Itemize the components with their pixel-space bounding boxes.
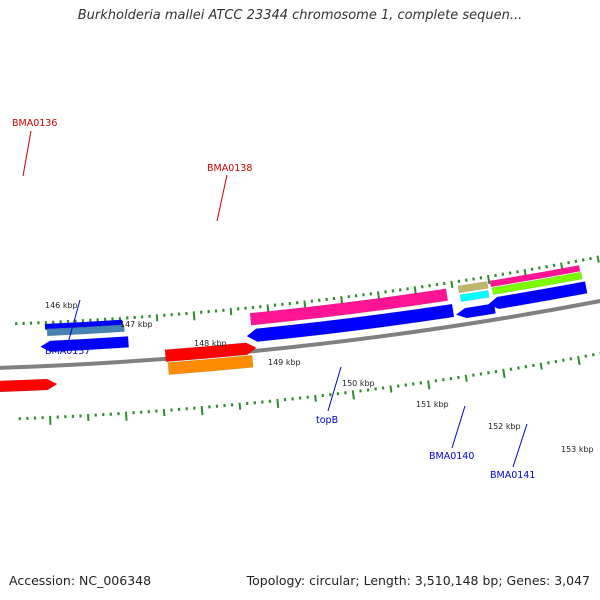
outer-tick xyxy=(464,374,468,382)
leader-line xyxy=(67,299,81,344)
outer-tick xyxy=(569,357,573,361)
outer-tick xyxy=(162,408,166,417)
bma0141-green-feature xyxy=(491,271,583,295)
outer-tick xyxy=(502,368,506,378)
inner-tick xyxy=(376,291,380,299)
inner-tick xyxy=(552,263,556,268)
outer-tick xyxy=(238,402,242,410)
tick-label: 152 kbp xyxy=(488,422,521,431)
gene-label[interactable]: BMA0138 xyxy=(207,163,252,174)
inner-tick xyxy=(303,300,307,308)
outer-tick xyxy=(577,355,581,366)
tick-label: 147 kbp xyxy=(120,320,153,329)
bma0137-gene xyxy=(39,336,130,353)
topb-pink-feature xyxy=(249,288,449,326)
outer-tick xyxy=(427,380,431,390)
outer-tick xyxy=(547,361,550,365)
outer-tick xyxy=(389,385,393,393)
gene-label[interactable]: BMA0141 xyxy=(490,470,535,481)
backbone-line xyxy=(0,299,600,370)
inner-tick xyxy=(192,311,196,321)
gene-label[interactable]: topB xyxy=(316,415,338,426)
outer-tick xyxy=(584,354,588,358)
tick-label: 149 kbp xyxy=(268,358,301,367)
bma0137-blue-feature xyxy=(44,319,123,330)
inner-tick xyxy=(596,255,600,263)
topb-gene xyxy=(246,303,455,342)
gene-label[interactable]: BMA0136 xyxy=(12,118,57,129)
tick-label: 150 kbp xyxy=(342,379,375,388)
bma0140-gene xyxy=(455,303,496,319)
outer-tick xyxy=(591,353,595,357)
gene-label[interactable]: BMA0137 xyxy=(45,346,90,357)
leader-line xyxy=(451,405,466,449)
tick-label: 148 kbp xyxy=(194,339,227,348)
bma0140-tan-feature xyxy=(457,281,489,294)
inner-tick xyxy=(523,268,527,277)
outer-tick xyxy=(562,358,565,362)
map-title: Burkholderia mallei ATCC 23344 chromosom… xyxy=(77,8,523,23)
bma0138-orange-feature xyxy=(167,354,254,375)
inner-tick xyxy=(589,256,592,261)
outer-tick xyxy=(351,390,355,400)
bma0141-pink-feature xyxy=(489,264,581,288)
outer-tick xyxy=(554,359,558,364)
topology-summary: Topology: circular; Length: 3,510,148 bp… xyxy=(246,573,590,588)
leader-line xyxy=(216,174,228,222)
bma0140-cyan-feature xyxy=(459,289,490,303)
outer-tick xyxy=(532,363,535,368)
accession-text: Accession: NC_006348 xyxy=(9,573,152,588)
leader-line xyxy=(22,130,32,177)
inner-tick xyxy=(545,264,549,269)
inner-tick xyxy=(581,258,585,262)
tick-label: 151 kbp xyxy=(416,400,449,409)
inner-tick xyxy=(567,261,570,265)
inner-tick xyxy=(530,267,534,271)
bma0136-gene xyxy=(0,378,58,393)
inner-tick xyxy=(486,274,491,285)
leader-line xyxy=(327,366,342,412)
tick-label: 146 kbp xyxy=(45,301,78,310)
inner-tick xyxy=(516,270,519,274)
bma0141-gene xyxy=(487,281,588,310)
inner-tick xyxy=(574,259,578,264)
inner-tick xyxy=(229,307,233,316)
outer-tick xyxy=(200,405,204,416)
inner-tick xyxy=(155,314,159,322)
gene-label[interactable]: BMA0140 xyxy=(429,451,474,462)
leader-line xyxy=(512,423,528,468)
inner-tick xyxy=(450,280,454,288)
inner-tick xyxy=(538,266,541,270)
outer-tick xyxy=(539,362,543,370)
outer-tick xyxy=(314,394,317,402)
tick-label: 153 kbp xyxy=(561,445,594,454)
bma0138-gene xyxy=(164,342,257,363)
outer-tick xyxy=(276,398,280,408)
outer-tick xyxy=(124,411,128,421)
